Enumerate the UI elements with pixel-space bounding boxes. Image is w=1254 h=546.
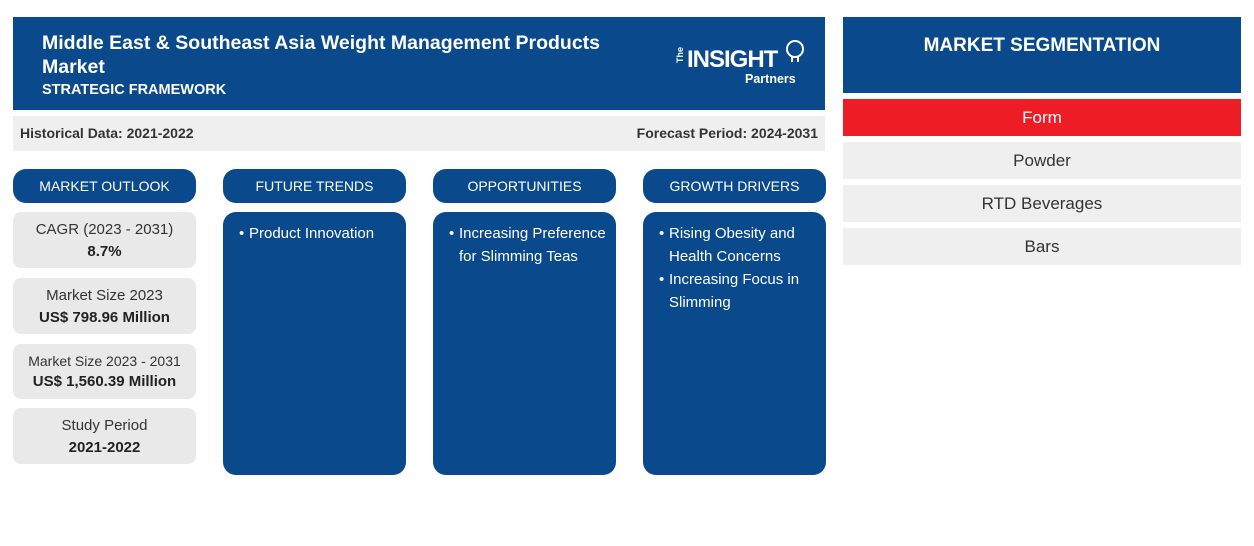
segment-item-powder: Powder	[843, 142, 1241, 179]
opportunities-header: OPPORTUNITIES	[433, 169, 616, 203]
stat-market-size-range: Market Size 2023 - 2031 US$ 1,560.39 Mil…	[13, 344, 196, 399]
stat-value: 8.7%	[87, 243, 122, 260]
logo-the-text: The	[675, 47, 685, 64]
future-trends-box: Product Innovation	[223, 212, 406, 475]
stat-label: Market Size 2023 - 2031	[28, 353, 181, 369]
segmentation-title: MARKET SEGMENTATION	[843, 17, 1241, 93]
list-item: Increasing Focus in Slimming	[659, 268, 818, 314]
period-bar: Historical Data: 2021-2022 Forecast Peri…	[13, 116, 825, 151]
insight-partners-logo: The INSIGHT Partners	[675, 39, 805, 91]
growth-drivers-box: Rising Obesity and Health Concerns Incre…	[643, 212, 826, 475]
forecast-period: Forecast Period: 2024-2031	[636, 125, 818, 141]
opportunities-box: Increasing Preference for Slimming Teas	[433, 212, 616, 475]
list-item: Rising Obesity and Health Concerns	[659, 222, 818, 268]
lightbulb-icon	[786, 40, 804, 62]
segment-category-form: Form	[843, 99, 1241, 136]
stat-value: US$ 798.96 Million	[39, 309, 170, 326]
growth-drivers-header: GROWTH DRIVERS	[643, 169, 826, 203]
stat-cagr: CAGR (2023 - 2031) 8.7%	[13, 212, 196, 268]
logo-insight-text: INSIGHT	[687, 46, 778, 73]
logo-partners-text: Partners	[745, 72, 796, 86]
historical-data: Historical Data: 2021-2022	[20, 125, 194, 141]
list-item: Increasing Preference for Slimming Teas	[449, 222, 608, 268]
stat-value: US$ 1,560.39 Million	[32, 373, 177, 390]
header-banner: Middle East & Southeast Asia Weight Mana…	[13, 17, 825, 110]
stat-label: Market Size 2023	[46, 287, 163, 304]
stat-label: Study Period	[61, 417, 148, 434]
market-outlook-header: MARKET OUTLOOK	[13, 169, 196, 203]
report-subtitle: STRATEGIC FRAMEWORK	[42, 82, 227, 98]
list-item: Product Innovation	[239, 222, 398, 245]
segment-item-bars: Bars	[843, 228, 1241, 265]
segment-item-rtd-beverages: RTD Beverages	[843, 185, 1241, 222]
stat-value: 2021-2022	[68, 439, 141, 456]
stat-study-period: Study Period 2021-2022	[13, 408, 196, 464]
report-title: Middle East & Southeast Asia Weight Mana…	[42, 32, 601, 78]
stat-label: CAGR (2023 - 2031)	[35, 221, 174, 238]
future-trends-header: FUTURE TRENDS	[223, 169, 406, 203]
stat-market-size-2023: Market Size 2023 US$ 798.96 Million	[13, 278, 196, 334]
